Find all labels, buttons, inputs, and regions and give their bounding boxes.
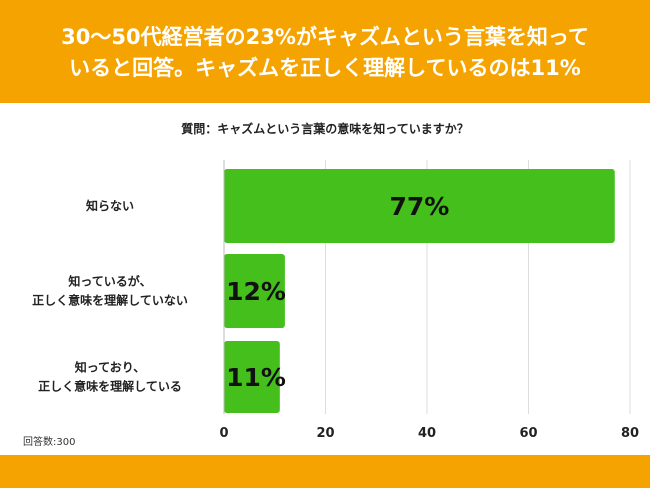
value-label-0: 77% [389,192,449,221]
title-banner: 30〜50代経営者の23%がキャズムという言葉を知って いると回答。キャズムを正… [0,0,650,103]
title-line-2: いると回答。キャズムを正しく理解しているのは11% [69,56,581,80]
bar-chart: 77%12%11%知らない知っているが、正しく意味を理解していない知っており、正… [23,160,639,448]
title-line-1: 30〜50代経営者の23%がキャズムという言葉を知って [61,25,589,49]
x-tick-label-20: 20 [316,426,334,441]
category-label-line: 知っており、 [74,360,146,375]
category-label-line: 正しく意味を理解していない [32,293,188,308]
category-label-2: 知っており、正しく意味を理解している [38,360,182,394]
response-count-note: 回答数:300 [23,435,75,448]
bar-2 [224,341,280,413]
x-tick-label-0: 0 [219,426,228,441]
category-label-1: 知っているが、正しく意味を理解していない [32,274,188,308]
x-tick-label-40: 40 [418,426,436,441]
bar-1 [224,254,285,328]
chart-question: 質問：キャズムという言葉の意味を知っていますか？ [181,122,469,136]
category-label-line: 知らない [85,198,134,213]
footer-banner [0,455,650,488]
bar-0 [224,169,615,243]
x-tick-label-80: 80 [621,426,639,441]
x-tick-label-60: 60 [519,426,537,441]
category-label-line: 正しく意味を理解している [38,379,182,394]
category-label-line: 知っているが、 [67,274,151,289]
category-label-0: 知らない [85,198,134,213]
value-label-2: 11% [226,363,286,392]
value-label-1: 12% [226,277,286,306]
